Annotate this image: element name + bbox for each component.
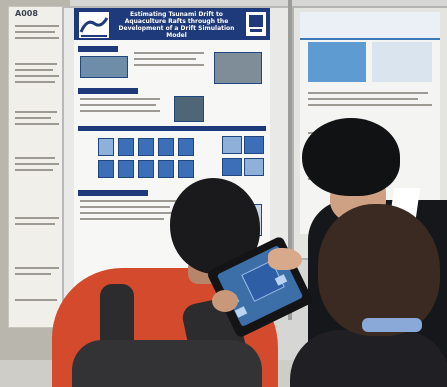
poster-title: Estimating Tsunami Drift to Aquaculture …	[118, 11, 235, 39]
backpack	[72, 340, 262, 387]
right-poster-map	[308, 42, 366, 82]
person-suit-hair	[302, 118, 400, 196]
institution-logo-icon	[246, 12, 266, 36]
pointing-hand	[268, 248, 302, 270]
poster-title-bar: Estimating Tsunami Drift to Aquaculture …	[74, 8, 270, 40]
board-seam	[288, 0, 292, 320]
person-foreground-body	[290, 330, 447, 387]
person-foreground-head	[318, 204, 440, 336]
booth-code-label: A008	[15, 9, 38, 18]
left-poster: A008	[8, 6, 68, 328]
lanyard	[362, 318, 422, 332]
right-poster-figure	[372, 42, 432, 82]
poster-logo-icon	[78, 11, 110, 39]
right-poster-header	[300, 12, 440, 40]
holding-hand	[212, 290, 238, 312]
